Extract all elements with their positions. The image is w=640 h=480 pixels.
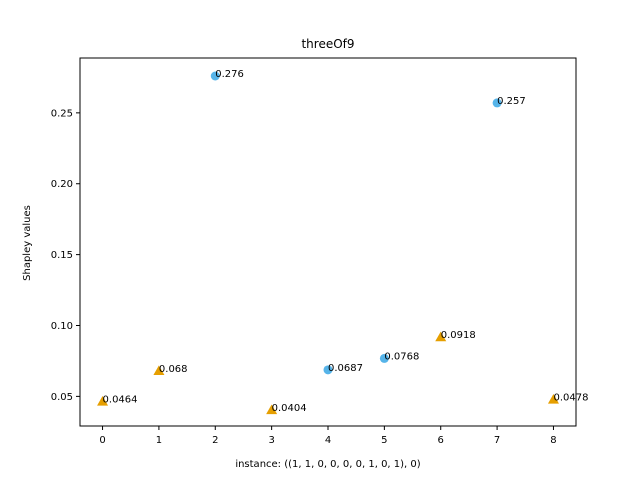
data-label: 0.257 <box>497 96 526 107</box>
x-tick-label: 1 <box>156 435 162 446</box>
triangle-point <box>266 404 278 415</box>
y-tick-label: 0.15 <box>51 250 73 261</box>
data-label: 0.0404 <box>272 403 307 414</box>
data-label: 0.0768 <box>384 351 419 362</box>
y-tick-label: 0.10 <box>51 321 73 332</box>
circle-point <box>323 365 333 375</box>
data-label: 0.0918 <box>441 330 476 341</box>
y-tick-label: 0.20 <box>51 179 73 190</box>
x-tick-label: 4 <box>325 435 331 446</box>
x-tick-label: 8 <box>550 435 556 446</box>
x-tick-label: 6 <box>438 435 444 446</box>
x-tick-label: 7 <box>494 435 500 446</box>
y-tick-label: 0.05 <box>51 392 73 403</box>
data-label: 0.276 <box>215 69 244 80</box>
chart-title: threeOf9 <box>301 37 354 51</box>
data-label: 0.0464 <box>103 394 138 405</box>
axes: 0 1 2 3 4 5 6 7 8 0.05 0.10 0.15 0.20 0.25 <box>51 57 577 446</box>
circle-point <box>210 71 220 81</box>
data-label: 0.068 <box>159 364 188 375</box>
triangle-point <box>435 331 447 342</box>
x-tick-label: 5 <box>381 435 387 446</box>
x-tick-label: 0 <box>99 435 105 446</box>
y-tick-label: 0.25 <box>51 108 73 119</box>
x-tick-label: 3 <box>268 435 274 446</box>
data-label: 0.0687 <box>328 363 363 374</box>
triangle-point <box>153 365 165 375</box>
plot-marks: 0.0464 0.068 0.276 0.0404 0.0687 0.0768 0.0918… <box>97 69 588 415</box>
triangle-point <box>547 393 559 404</box>
x-axis-label: instance: ((1, 1, 0, 0, 0, 0, 1, 0, 1), … <box>235 459 420 470</box>
data-label: 0.0478 <box>553 392 588 403</box>
triangle-point <box>97 395 109 406</box>
y-axis-label: Shapley values <box>22 205 33 281</box>
x-tick-label: 2 <box>212 435 218 446</box>
circle-point <box>379 353 389 363</box>
circle-point <box>492 98 502 108</box>
